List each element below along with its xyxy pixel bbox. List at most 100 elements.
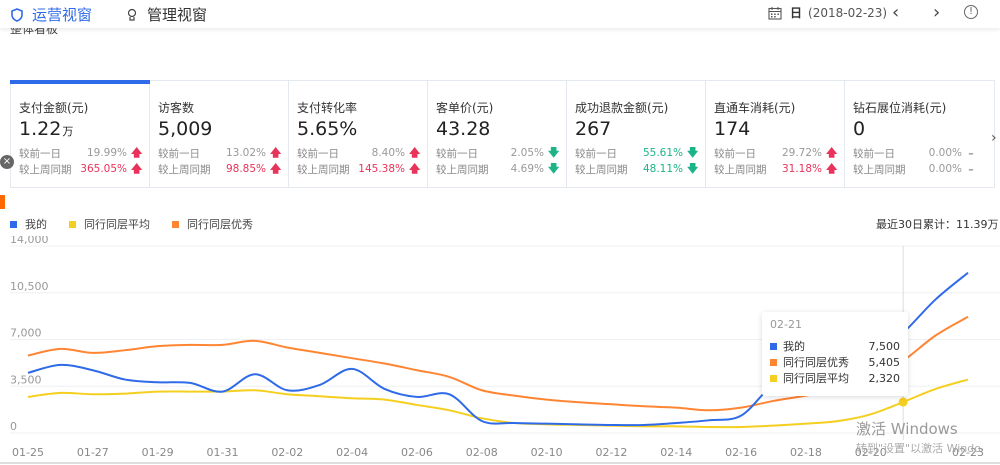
legend-item-peer-excellent[interactable]: 同行同层优秀 (172, 216, 253, 232)
metric-label: 访客数 (158, 101, 195, 115)
metric-card[interactable]: 成功退款金额(元) 267 较前一日 55.61% 🡇 较上周同期 48.11%… (567, 81, 706, 187)
compare-label: 较前一日 (436, 147, 478, 160)
x-tick-label: 02-18 (790, 446, 822, 459)
legend-swatch (172, 220, 179, 228)
arrow-up-icon: 🡅 (270, 161, 282, 175)
x-tick-label: 01-25 (12, 446, 44, 459)
compare-label: 较前一日 (853, 147, 895, 160)
x-tick-label: 02-04 (336, 446, 368, 459)
compare-label: 较上周同期 (575, 163, 628, 176)
dash-icon: – (968, 162, 974, 176)
close-icon[interactable]: × (0, 155, 14, 169)
metric-number: 174 (714, 118, 751, 140)
x-tick-label: 02-06 (401, 446, 433, 459)
date-granularity: 日 (790, 6, 803, 20)
compare-percent: 365.05% (80, 163, 127, 175)
metric-value: 5,009 (158, 118, 280, 144)
tooltip-value: 5,405 (868, 355, 901, 369)
metric-label: 直通车消耗(元) (714, 101, 796, 115)
tab-management-view[interactable]: 管理视窗 (125, 4, 207, 25)
arrow-up-icon: 🡅 (826, 161, 838, 175)
tooltip-row: 同行同层优秀 5,405 (770, 354, 900, 370)
prev-date-button[interactable]: ‹ (892, 2, 899, 23)
side-tab-marker[interactable] (0, 195, 5, 209)
compare-label: 较前一日 (158, 147, 200, 160)
tab-label: 运营视窗 (32, 6, 93, 24)
compare-percent: 48.11% (642, 163, 683, 175)
compare-label: 较上周同期 (19, 163, 72, 176)
highlight-point[interactable] (898, 397, 908, 407)
metric-value: 0 (853, 118, 976, 144)
tooltip-date: 02-21 (770, 318, 802, 331)
y-tick-label: 3,500 (10, 373, 42, 386)
tooltip-swatch (770, 374, 777, 382)
y-tick-label: 7,000 (10, 327, 42, 340)
compare-label: 较上周同期 (158, 163, 211, 176)
metric-card[interactable]: 钻石展位消耗(元) 0 较前一日 0.00% – 较上周同期 0.00% – (845, 81, 984, 187)
metric-label: 支付转化率 (297, 101, 358, 115)
sub-header: 整体看板 (0, 26, 1000, 38)
arrow-up-icon: 🡅 (270, 145, 282, 159)
metric-card[interactable]: 客单价(元) 43.28 较前一日 2.05% 🡇 较上周同期 4.69% 🡇 (428, 81, 567, 187)
metric-card[interactable]: 支付金额(元) 1.22万 较前一日 19.99% 🡅 较上周同期 365.05… (10, 80, 150, 187)
series-line[interactable] (27, 378, 969, 429)
y-tick-label: 14,000 (10, 236, 49, 246)
metric-card[interactable]: 直通车消耗(元) 174 较前一日 29.72% 🡅 较上周同期 31.18% … (706, 81, 845, 187)
metric-number: 267 (575, 118, 612, 140)
chevron-right-icon[interactable]: › (991, 130, 997, 146)
metric-value: 267 (575, 118, 697, 144)
tooltip-label: 同行同层优秀 (783, 356, 849, 369)
x-tick-label: 02-14 (660, 446, 692, 459)
x-tick-label: 02-08 (466, 446, 498, 459)
compare-label: 较前一日 (575, 147, 617, 160)
legend-item-peer-average[interactable]: 同行同层平均 (69, 216, 150, 232)
tab-operations-view[interactable]: 运营视窗 (10, 4, 92, 25)
metric-compare-row: 较前一日 13.02% 🡅 (158, 145, 282, 160)
metric-compare-row: 较上周同期 0.00% – (853, 162, 976, 176)
metric-label: 支付金额(元) (19, 101, 89, 115)
metric-compare-row: 较前一日 8.40% 🡅 (297, 145, 421, 160)
compare-percent: 8.40% (371, 147, 405, 159)
shield-icon (11, 7, 23, 22)
arrow-down-icon: 🡇 (687, 161, 699, 175)
metric-compare-row: 较上周同期 48.11% 🡇 (575, 161, 699, 176)
compare-percent: 98.85% (225, 163, 266, 175)
compare-label: 较上周同期 (297, 163, 350, 176)
metric-compare-row: 较上周同期 4.69% 🡇 (436, 161, 560, 176)
metric-unit: 万 (62, 125, 74, 138)
compare-percent: 2.05% (510, 147, 544, 159)
chevron-right-icon: › (933, 2, 941, 23)
info-icon[interactable]: ! (964, 5, 978, 19)
metric-number: 5.65% (297, 118, 358, 140)
metric-compare-row: 较前一日 2.05% 🡇 (436, 145, 560, 160)
metric-number: 0 (853, 118, 866, 140)
metric-card[interactable]: 支付转化率 5.65% 较前一日 8.40% 🡅 较上周同期 145.38% 🡅 (289, 81, 428, 187)
windows-activation-hint: 转到"设置"以激活 Windo (856, 442, 981, 455)
arrow-down-icon: 🡇 (548, 145, 560, 159)
arrow-down-icon: 🡇 (548, 161, 560, 175)
compare-label: 较上周同期 (436, 163, 489, 176)
legend-item-mine[interactable]: 我的 (10, 216, 47, 232)
metric-number: 5,009 (158, 118, 213, 140)
metric-label: 钻石展位消耗(元) (853, 101, 947, 115)
tab-label: 管理视窗 (147, 6, 208, 24)
compare-percent: 31.18% (781, 163, 822, 175)
compare-percent: 19.99% (86, 147, 127, 159)
date-selector[interactable]: 日 (2018-02-23) (768, 4, 887, 21)
compare-label: 较上周同期 (714, 163, 767, 176)
tooltip-value: 7,500 (868, 339, 901, 353)
compare-percent: 4.69% (510, 163, 544, 175)
dash-icon: – (968, 146, 974, 160)
compare-percent: 13.02% (225, 147, 266, 159)
next-date-button[interactable]: › (933, 2, 940, 23)
x-tick-label: 01-27 (77, 446, 109, 459)
legend-swatch (10, 220, 17, 228)
metric-value: 43.28 (436, 118, 558, 144)
metric-compare-row: 较上周同期 145.38% 🡅 (297, 162, 420, 176)
legend-label: 我的 (25, 218, 47, 231)
metric-number: 43.28 (436, 118, 491, 140)
tooltip-row: 我的 7,500 (770, 338, 900, 354)
tooltip-swatch (770, 358, 777, 366)
metric-card[interactable]: 访客数 5,009 较前一日 13.02% 🡅 较上周同期 98.85% 🡅 (150, 81, 289, 187)
arrow-up-icon: 🡅 (409, 145, 421, 159)
